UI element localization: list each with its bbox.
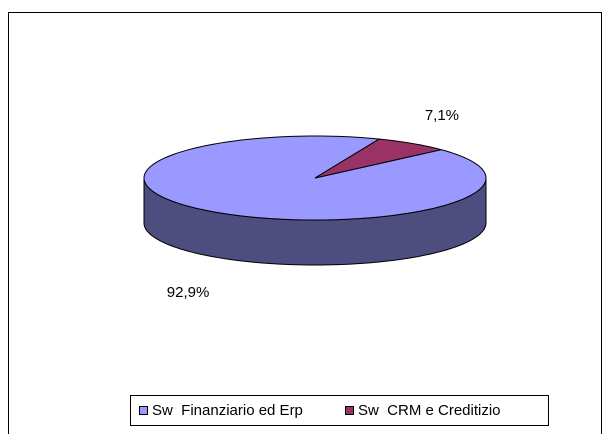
pie-slice bbox=[314, 138, 442, 179]
data-label: 7,1% bbox=[425, 107, 459, 124]
legend-box bbox=[130, 395, 549, 426]
legend-label: Sw CRM e Creditizio bbox=[358, 402, 501, 419]
legend-swatch bbox=[139, 406, 148, 415]
data-label: 92,9% bbox=[167, 284, 210, 301]
legend-label: Sw Finanziario ed Erp bbox=[152, 402, 303, 419]
legend-swatch bbox=[345, 406, 354, 415]
